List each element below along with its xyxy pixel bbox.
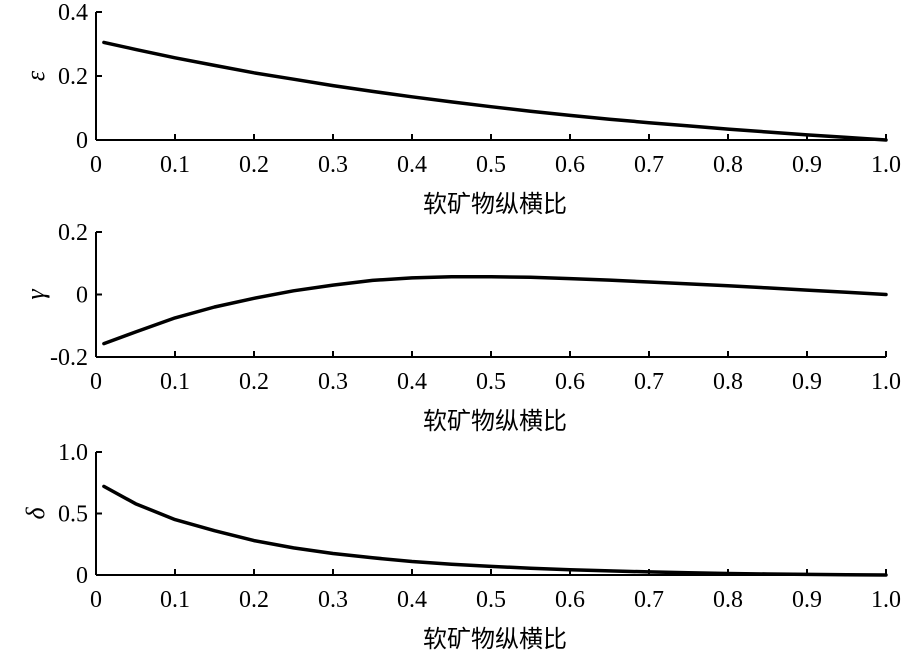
x-tick-label: 1.0	[871, 587, 901, 613]
x-tick-label: 0	[90, 369, 102, 395]
x-tick-label: 0.6	[555, 369, 585, 395]
x-tick-label: 0.3	[318, 369, 348, 395]
x-tick-label: 0.6	[555, 587, 585, 613]
y-tick-label: 0.5	[58, 502, 88, 528]
x-tick-label: 0.8	[713, 152, 743, 178]
x-tick-label: 0.7	[634, 587, 664, 613]
chart-panel-2: 0 0.1 0.2 0.3 0.4 0.5 0.6 0.7 0.8 0.9 1.0-0.200.2γ…	[21, 220, 901, 435]
x-tick-label: 0.4	[397, 369, 427, 395]
y-tick-label: 0	[76, 563, 88, 589]
x-tick-label: 0.9	[792, 369, 822, 395]
x-tick-label: 0.1	[160, 369, 190, 395]
x-tick-label: 0.3	[318, 152, 348, 178]
series-line-ε	[102, 40, 888, 142]
y-axis-title: γ	[21, 289, 50, 300]
chart-panel-3: 0 0.1 0.2 0.3 0.4 0.5 0.6 0.7 0.8 0.9 1.0 0 0.5 1.0 δ 软…	[21, 440, 901, 653]
x-tick-label: 0.2	[239, 369, 269, 395]
y-tick-label: 0.2	[58, 64, 88, 90]
x-tick-label: 0	[90, 152, 102, 178]
x-tick-label: 0.7	[634, 369, 664, 395]
x-axis-title: 软矿物纵横比	[423, 407, 567, 435]
y-tick-label: 0	[76, 128, 88, 154]
y-tick-label: 0	[76, 283, 88, 309]
chart-panel-1: 0 0.1 0.2 0.3 0.4 0.5 0.6 0.7 0.8 0.9 1.0 0 0.2 0.4 ε 软…	[21, 0, 901, 218]
x-tick-label: 0.1	[160, 152, 190, 178]
x-tick-label: 0.2	[239, 152, 269, 178]
x-axis-title: 软矿物纵横比	[423, 190, 567, 218]
x-axis-title: 软矿物纵横比	[423, 625, 567, 653]
x-tick-label: 1.0	[871, 152, 901, 178]
x-tick-label: 0.4	[397, 587, 427, 613]
x-tick-label: 0.7	[634, 152, 664, 178]
x-tick-label: 0.9	[792, 587, 822, 613]
x-tick-label: 0.1	[160, 587, 190, 613]
x-tick-label: 1.0	[871, 369, 901, 395]
y-axis-title: ε	[21, 70, 50, 81]
x-tick-label: 0.8	[713, 587, 743, 613]
x-tick-label: 0.5	[476, 587, 506, 613]
series-line-γ	[102, 274, 888, 346]
x-tick-label: 0	[90, 587, 102, 613]
series-line-δ	[102, 484, 888, 577]
x-tick-label: 0.6	[555, 152, 585, 178]
x-tick-label: 0.8	[713, 369, 743, 395]
y-tick-label: 1.0	[58, 440, 88, 466]
x-tick-label: 0.2	[239, 587, 269, 613]
y-tick-label: -0.2	[50, 345, 88, 371]
x-tick-label: 0.4	[397, 152, 427, 178]
x-tick-label: 0.3	[318, 587, 348, 613]
x-tick-label: 0.5	[476, 369, 506, 395]
y-tick-label: 0.4	[58, 0, 88, 26]
x-tick-label: 0.5	[476, 152, 506, 178]
y-axis-title: δ	[21, 507, 50, 520]
y-tick-label: 0.2	[58, 220, 88, 246]
x-tick-label: 0.9	[792, 152, 822, 178]
